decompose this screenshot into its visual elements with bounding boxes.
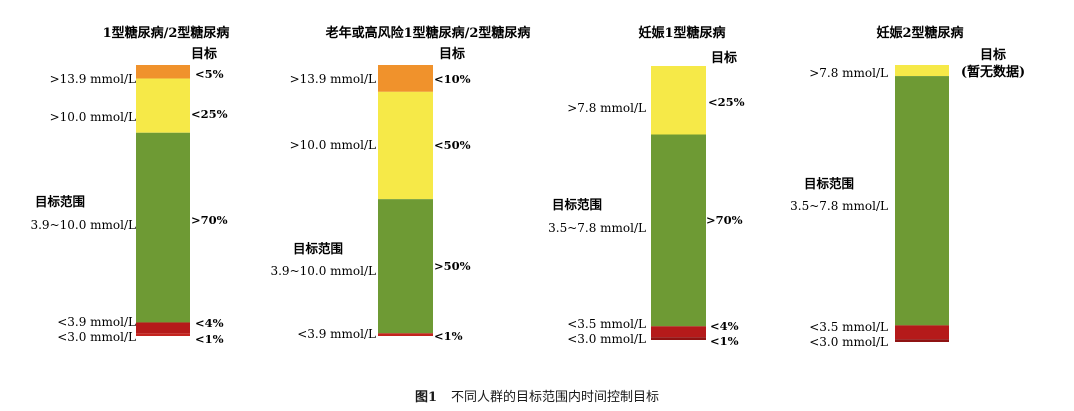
panel-1-threshold-high1: >10.0 mmol/L: [50, 110, 136, 124]
panel-4-zone-title: 目标范围: [804, 176, 854, 191]
panel-1-target-high1: <25%: [191, 107, 228, 121]
panel-2-target-high2: <10%: [434, 72, 471, 86]
panel-3-bar-segment-3: [651, 326, 706, 338]
panel-4-bar-segment-4: [895, 339, 949, 342]
panel-1-threshold-high2: >13.9 mmol/L: [50, 72, 136, 86]
panel-1-target-high2: <5%: [195, 67, 224, 81]
figure-number: 图1: [414, 390, 438, 405]
panel-3-target-high1: <25%: [708, 95, 745, 109]
panel-4-target-header: 目标: [980, 47, 1006, 63]
panel-3-bars: [651, 66, 706, 340]
panel-1-target-header: 目标: [191, 46, 217, 62]
panel-2-target-header: 目标: [439, 46, 465, 62]
panel-4-title: 妊娠2型糖尿病: [876, 25, 963, 41]
panel-3-target-header: 目标: [711, 50, 737, 66]
panel-3-zone-title: 目标范围: [552, 197, 602, 212]
panel-4-bar-segment-3: [895, 325, 949, 340]
panel-2-bar-segment-1: [378, 65, 433, 92]
panel-1-bar-segment-3: [136, 132, 190, 323]
panel-1-bar-segment-2: [136, 78, 190, 133]
panel-3-target-low1: <4%: [710, 319, 739, 333]
panel-3: 妊娠1型糖尿病 目标 >7.8 mmol/L 目标范围 3.5~7.8 mmol…: [548, 25, 745, 348]
panel-1-threshold-low1: <3.9 mmol/L: [57, 315, 136, 329]
panel-3-threshold-high1: >7.8 mmol/L: [567, 101, 646, 115]
panel-2-bar-segment-4: [378, 333, 433, 336]
panel-1-bar-segment-1: [136, 65, 190, 79]
panel-1-target-low2: <1%: [195, 332, 224, 346]
panel-4-threshold-high1: >7.8 mmol/L: [809, 66, 888, 80]
figure-caption: 图1 不同人群的目标范围内时间控制目标: [0, 386, 1074, 405]
panel-2-target-high1: <50%: [434, 138, 471, 152]
panel-4: 妊娠2型糖尿病 目标 (暂无数据) >7.8 mmol/L 目标范围 3.5~7…: [790, 25, 1025, 349]
panel-1-target-low1: <4%: [195, 316, 224, 330]
panel-2-bar-segment-2: [378, 91, 433, 200]
panel-1-bar-segment-5: [136, 333, 190, 336]
panel-2-threshold-high2: >13.9 mmol/L: [290, 72, 376, 86]
panel-4-threshold-low2: <3.0 mmol/L: [809, 335, 888, 349]
panel-2-threshold-low1: <3.9 mmol/L: [297, 327, 376, 341]
panel-4-bar-segment-1: [895, 65, 949, 77]
panel-1-target-in-range: >70%: [191, 213, 228, 227]
panel-3-threshold-low2: <3.0 mmol/L: [567, 332, 646, 346]
panel-2-zone-title: 目标范围: [293, 241, 343, 256]
panel-3-title: 妊娠1型糖尿病: [638, 25, 725, 41]
panel-3-target-in-range: >70%: [706, 213, 743, 227]
panel-4-target-note: (暂无数据): [961, 64, 1025, 80]
panel-2: 老年或高风险1型糖尿病/2型糖尿病 目标 >13.9 mmol/L >10.0 …: [270, 25, 530, 343]
panel-1: 1型糖尿病/2型糖尿病 目标 >13.9 mmol/L >10.0 mmol/L…: [30, 25, 229, 346]
panel-4-bars: [895, 65, 949, 342]
panel-3-bar-segment-2: [651, 134, 706, 327]
panel-2-zone-range: 3.9~10.0 mmol/L: [270, 264, 376, 278]
panel-1-bar-segment-4: [136, 322, 190, 334]
panel-4-zone-range: 3.5~7.8 mmol/L: [790, 199, 888, 213]
panel-1-zone-range: 3.9~10.0 mmol/L: [30, 218, 136, 232]
panel-4-threshold-low1: <3.5 mmol/L: [809, 320, 888, 334]
panel-3-threshold-low1: <3.5 mmol/L: [567, 317, 646, 331]
panel-3-target-low2: <1%: [710, 334, 739, 348]
panel-2-bar-segment-3: [378, 199, 433, 334]
panel-1-title: 1型糖尿病/2型糖尿病: [103, 25, 230, 41]
panel-4-bar-segment-2: [895, 76, 949, 326]
panel-3-bar-segment-1: [651, 66, 706, 135]
panel-2-bars: [378, 65, 433, 336]
panel-2-target-in-range: >50%: [434, 259, 471, 273]
panel-2-title: 老年或高风险1型糖尿病/2型糖尿病: [325, 25, 531, 41]
panel-3-zone-range: 3.5~7.8 mmol/L: [548, 221, 646, 235]
panel-1-zone-title: 目标范围: [35, 194, 85, 209]
panel-2-threshold-high1: >10.0 mmol/L: [290, 138, 376, 152]
panel-3-bar-segment-4: [651, 337, 706, 340]
panel-2-target-low1: <1%: [434, 329, 463, 343]
figure-caption-text: 不同人群的目标范围内时间控制目标: [451, 390, 660, 405]
panel-1-bars: [136, 65, 190, 336]
panel-1-threshold-low2: <3.0 mmol/L: [57, 330, 136, 344]
